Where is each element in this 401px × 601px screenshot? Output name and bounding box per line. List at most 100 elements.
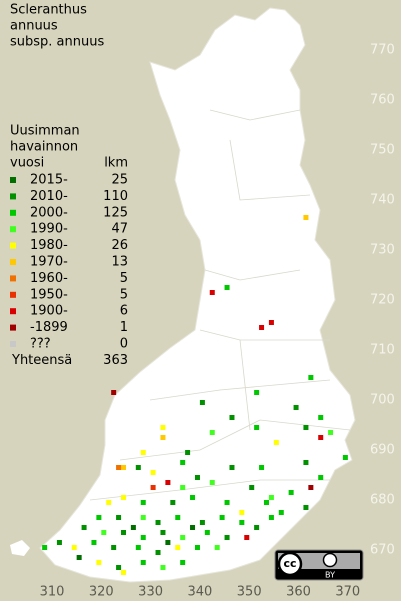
legend-count: 110 [103,189,128,204]
y-tick-label: 770 [370,43,395,58]
y-tick-label: 710 [370,343,395,358]
observation-square [254,525,260,530]
observation-square [268,495,274,500]
observation-square [160,530,166,535]
legend-swatch [10,275,16,282]
observation-square [293,405,299,410]
x-tick-label: 340 [187,585,212,600]
legend-label: ??? [30,337,51,352]
legend-label: 2010- [30,189,68,204]
observation-square [303,460,309,465]
legend-count: 125 [103,205,128,220]
observation-square [229,415,235,420]
y-tick-label: 700 [370,393,395,408]
observation-square [180,485,186,490]
observation-square [224,285,230,290]
legend-swatch [10,177,16,183]
legend-count: 1 [120,320,128,335]
legend-heading: Uusimman [10,124,80,139]
observation-square [130,525,136,530]
observation-square [121,495,127,500]
legend-heading: havainnon [10,140,78,155]
x-tick-label: 350 [237,585,262,600]
observation-square [175,515,181,520]
legend-count: 6 [120,304,128,319]
observation-square [175,545,181,550]
observation-square [106,500,112,505]
legend-count: 5 [120,271,128,286]
observation-square [96,515,102,520]
legend-count: 0 [120,337,128,352]
legend-label: 1980- [30,238,68,253]
y-tick-label: 740 [370,193,395,208]
x-tick-label: 330 [138,585,163,600]
observation-square [121,465,127,470]
x-tick-label: 370 [335,585,360,600]
legend-swatch [10,209,16,216]
legend-label: -1899 [30,320,68,335]
observation-square [160,435,166,440]
observation-square [42,545,48,550]
observation-square [308,375,314,380]
observation-square [71,545,77,550]
axes: 310 320 330 340 350 360 370 670 680 690 700 710 720 7… [40,43,395,600]
observation-square [204,530,210,535]
observation-square [273,440,279,445]
legend-swatch [10,193,16,200]
observation-square [111,545,117,550]
observation-square [254,390,260,395]
observation-square [219,515,225,520]
observation-square [140,450,146,455]
observation-square [140,515,146,520]
title-line: subsp. annuus [10,35,104,50]
observation-square [194,475,200,480]
observation-square [185,450,191,455]
observation-square [111,390,117,395]
observation-square [244,535,250,540]
observation-square [76,555,82,560]
observation-square [81,525,87,530]
observation-square [229,465,235,470]
observation-square [288,490,294,495]
legend-label: 2000- [30,205,68,220]
legend-label: 1960- [30,271,68,286]
legend-count: 13 [111,255,128,270]
cc-circle [277,551,303,577]
observation-square [303,425,309,430]
license-badge: cc BY [274,549,364,581]
observation-square [342,455,348,460]
cc-text: cc [283,557,296,570]
observation-square [239,520,245,525]
observation-square [194,545,200,550]
observation-square [170,500,176,505]
total-label: Yhteensä [11,353,72,368]
legend-swatch [10,226,16,233]
observation-square [56,540,62,545]
observation-square [150,470,156,475]
legend-count-heading: lkm [104,156,128,171]
observation-square [303,505,309,510]
y-tick-label: 760 [370,93,395,108]
observation-square [259,325,265,330]
observation-square [239,510,245,515]
legend-swatch [10,308,16,315]
observation-square [121,570,127,575]
title-line: annuus [10,19,58,34]
y-tick-label: 730 [370,243,395,258]
observation-square [199,520,205,525]
observation-square [150,485,156,490]
legend-label: 1990- [30,222,68,237]
observation-square [116,465,122,470]
observation-square [180,535,186,540]
observation-square [101,530,107,535]
observation-square [318,435,324,440]
observation-square [259,465,265,470]
observation-square [190,495,196,500]
observation-square [303,215,309,220]
x-tick-label: 310 [40,585,65,600]
observation-square [140,535,146,540]
legend-swatch [10,291,16,298]
observation-square [278,510,284,515]
observation-square [180,460,186,465]
